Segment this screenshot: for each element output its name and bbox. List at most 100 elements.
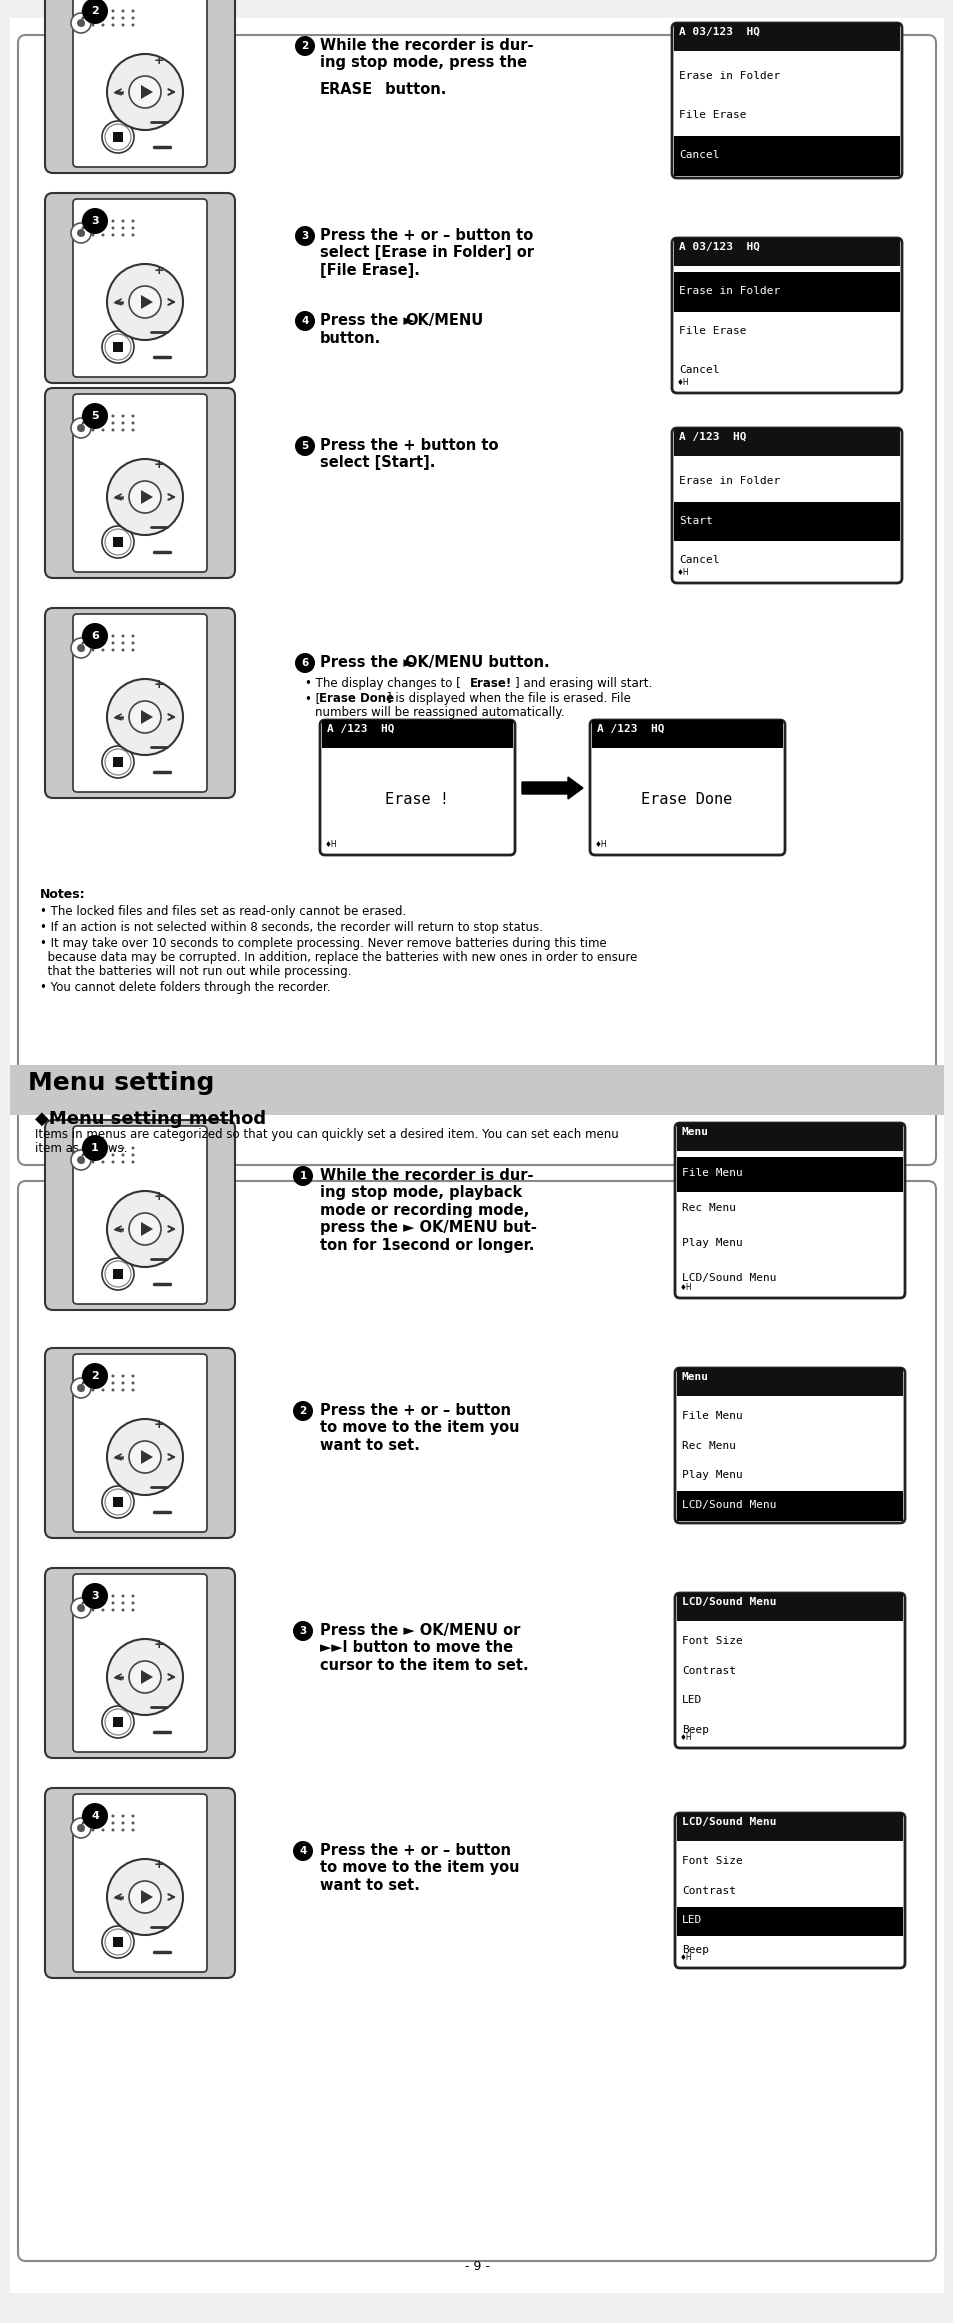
Circle shape: [132, 1389, 134, 1391]
Circle shape: [101, 1148, 105, 1150]
Circle shape: [91, 1828, 94, 1831]
Circle shape: [129, 1882, 161, 1914]
FancyBboxPatch shape: [73, 395, 207, 571]
Circle shape: [112, 235, 114, 237]
FancyBboxPatch shape: [589, 720, 784, 855]
Bar: [322, 720, 513, 748]
Circle shape: [112, 1155, 114, 1157]
Text: 5: 5: [91, 411, 99, 420]
Circle shape: [129, 77, 161, 107]
Circle shape: [121, 228, 125, 230]
Polygon shape: [141, 490, 152, 504]
Circle shape: [81, 1601, 85, 1605]
Text: While the recorder is dur-
ing stop mode, press the: While the recorder is dur- ing stop mode…: [319, 37, 533, 88]
Circle shape: [112, 1608, 114, 1612]
Circle shape: [112, 23, 114, 26]
FancyBboxPatch shape: [675, 1812, 904, 1968]
Text: Rec Menu: Rec Menu: [681, 1203, 735, 1213]
Circle shape: [82, 1364, 108, 1389]
Circle shape: [105, 335, 131, 360]
Circle shape: [105, 1489, 131, 1515]
Circle shape: [105, 530, 131, 555]
Text: Rec Menu: Rec Menu: [681, 1440, 735, 1450]
Circle shape: [121, 1389, 125, 1391]
Text: Press the + or – button
to move to the item you
want to set.: Press the + or – button to move to the i…: [319, 1842, 519, 1893]
Bar: [677, 1812, 902, 1842]
Circle shape: [101, 648, 105, 650]
Circle shape: [294, 225, 314, 246]
Circle shape: [112, 641, 114, 643]
Bar: [673, 427, 899, 455]
Text: Menu setting: Menu setting: [28, 1071, 214, 1094]
Text: 1: 1: [299, 1171, 306, 1180]
Circle shape: [107, 53, 183, 130]
Circle shape: [82, 623, 108, 648]
Polygon shape: [141, 1450, 152, 1463]
Circle shape: [112, 634, 114, 637]
Text: A /123  HQ: A /123 HQ: [327, 725, 395, 734]
Circle shape: [81, 1155, 85, 1157]
Bar: [677, 1368, 902, 1396]
Circle shape: [132, 427, 134, 432]
Circle shape: [81, 16, 85, 19]
Text: • [: • [: [305, 692, 320, 704]
Circle shape: [101, 1608, 105, 1612]
FancyBboxPatch shape: [671, 427, 901, 583]
Circle shape: [101, 634, 105, 637]
Text: +: +: [153, 678, 164, 692]
Circle shape: [132, 413, 134, 418]
FancyBboxPatch shape: [671, 23, 901, 179]
Text: 3: 3: [299, 1626, 306, 1635]
Circle shape: [105, 1710, 131, 1735]
Bar: [673, 272, 899, 311]
Circle shape: [112, 1814, 114, 1817]
Circle shape: [112, 1601, 114, 1605]
Bar: [112, 1717, 123, 1726]
Text: 3: 3: [91, 1591, 99, 1601]
Circle shape: [105, 1928, 131, 1956]
Circle shape: [101, 1601, 105, 1605]
Text: 3: 3: [91, 216, 99, 225]
Circle shape: [129, 286, 161, 318]
Circle shape: [132, 420, 134, 425]
Circle shape: [81, 1162, 85, 1164]
Circle shape: [102, 746, 133, 778]
Text: ♦H: ♦H: [677, 163, 689, 172]
Circle shape: [294, 311, 314, 330]
Circle shape: [132, 23, 134, 26]
Circle shape: [81, 235, 85, 237]
Text: ♦H: ♦H: [679, 1954, 692, 1963]
Circle shape: [121, 1382, 125, 1385]
Text: Start: Start: [679, 516, 712, 525]
Circle shape: [112, 16, 114, 19]
Circle shape: [132, 1594, 134, 1598]
Circle shape: [293, 1401, 313, 1422]
Bar: [112, 1268, 123, 1280]
Circle shape: [132, 1821, 134, 1824]
Text: 4: 4: [301, 316, 309, 325]
Bar: [112, 757, 123, 767]
Circle shape: [105, 748, 131, 776]
Text: +: +: [153, 1419, 164, 1431]
Circle shape: [129, 481, 161, 513]
Circle shape: [77, 1385, 85, 1391]
Text: Menu: Menu: [681, 1373, 708, 1382]
Circle shape: [293, 1621, 313, 1640]
Circle shape: [81, 648, 85, 650]
Text: ♦H: ♦H: [679, 1508, 692, 1517]
Text: 2: 2: [91, 1371, 99, 1380]
Circle shape: [294, 35, 314, 56]
Polygon shape: [141, 1222, 152, 1236]
Circle shape: [129, 702, 161, 734]
Text: File Menu: File Menu: [681, 1168, 742, 1178]
Circle shape: [81, 1389, 85, 1391]
Bar: [673, 23, 899, 51]
Bar: [112, 341, 123, 353]
Circle shape: [91, 218, 94, 223]
Circle shape: [121, 1148, 125, 1150]
Circle shape: [121, 641, 125, 643]
Circle shape: [107, 1640, 183, 1714]
Circle shape: [107, 460, 183, 534]
Text: ] is displayed when the file is erased. File: ] is displayed when the file is erased. …: [387, 692, 630, 704]
Circle shape: [121, 1814, 125, 1817]
